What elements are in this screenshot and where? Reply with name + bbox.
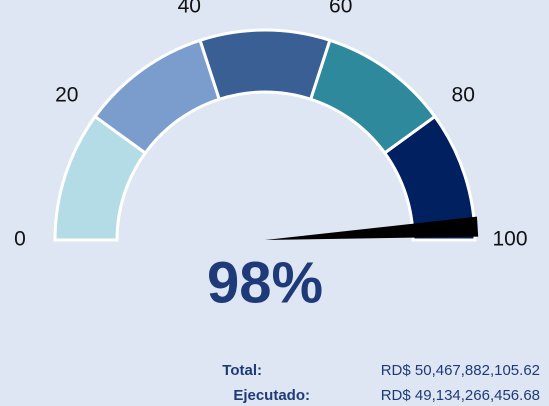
tick-label: 60 bbox=[329, 0, 352, 18]
executed-label: Ejecutado: bbox=[233, 387, 310, 404]
gauge-band bbox=[382, 114, 477, 242]
needle bbox=[265, 216, 479, 240]
tick-label: 20 bbox=[55, 84, 78, 107]
tick-label: 0 bbox=[14, 228, 26, 251]
total-label: Total: bbox=[222, 362, 262, 379]
value-label: 98% bbox=[207, 250, 323, 315]
tick-label: 80 bbox=[452, 84, 475, 107]
tick-label: 100 bbox=[492, 228, 527, 251]
tick-label: 40 bbox=[178, 0, 201, 18]
total-value: RD$ 50,467,882,105.62 bbox=[381, 362, 540, 379]
executed-value: RD$ 49,134,266,456.68 bbox=[381, 387, 540, 404]
gauge-band bbox=[198, 28, 332, 102]
